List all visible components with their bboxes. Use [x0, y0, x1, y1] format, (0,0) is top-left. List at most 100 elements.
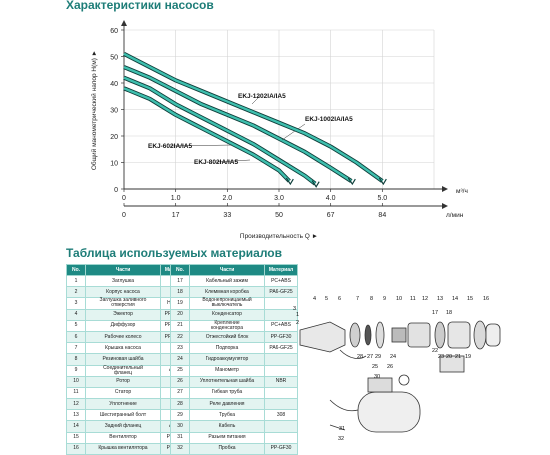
diagram-callout: 6	[338, 296, 341, 302]
pump-drawing	[299, 320, 501, 433]
x-lmin-tick-label: 17	[172, 212, 180, 219]
cell-part: Гидроаккумулятор	[189, 353, 265, 366]
table-row: 25 Манометр	[170, 364, 298, 377]
cell-no: 14	[66, 420, 86, 433]
diagram-callout: 21	[455, 354, 461, 360]
series-end-marker	[285, 177, 294, 186]
table-row: 29 Трубка 308	[170, 409, 298, 422]
table-row: 23 Подпорка PA6-GF25	[170, 342, 298, 355]
cell-part: Гибкая труба	[189, 386, 265, 400]
series-label: EKJ-802IA/IA5	[194, 159, 238, 166]
col-material-header: Материал	[264, 264, 298, 276]
cell-part: Задний фланец	[85, 420, 161, 433]
cell-part: Эжектор	[85, 308, 161, 321]
cell-no: 1	[66, 274, 86, 288]
series-label-leader	[215, 159, 251, 163]
diagram-callout: 16	[483, 296, 489, 302]
cell-no: 24	[170, 353, 190, 366]
cell-part: Заглушка заливного отверстия	[85, 297, 161, 310]
cell-part: Резиновая шайба	[85, 353, 161, 366]
x-tick-label: 1.0	[171, 195, 181, 202]
cell-no: 10	[66, 375, 86, 388]
diagram-callout: 20	[446, 354, 452, 360]
diagram-callout: 2	[296, 320, 299, 326]
table-row: 22 Отжестойкий блок PP-GF30	[170, 330, 298, 344]
x-axis-lmin-arrow	[442, 203, 448, 209]
x-tick-label: 4.0	[326, 195, 336, 202]
y-tick-label: 40	[110, 81, 118, 88]
cell-part: Подпорка	[189, 342, 265, 355]
x-tick-label: 0	[122, 195, 126, 202]
cell-no: 3	[66, 297, 86, 310]
cell-no: 31	[170, 431, 190, 444]
cell-no: 13	[66, 409, 86, 422]
cell-no: 18	[170, 286, 190, 299]
table-row: 28 Реле давления	[170, 398, 298, 411]
cell-part: Уплотнительная шайба	[189, 375, 265, 388]
cell-no: 9	[66, 364, 86, 377]
y-axis-arrow	[121, 20, 127, 26]
x-axis-arrow	[442, 186, 448, 192]
cell-no: 26	[170, 375, 190, 388]
series-label: EKJ-1002IA/IA5	[305, 116, 353, 123]
cell-no: 28	[170, 398, 190, 411]
cell-no: 27	[170, 386, 190, 400]
cell-material: PC+ABS	[264, 274, 298, 288]
x-lmin-tick-label: 50	[275, 212, 283, 219]
cell-no: 23	[170, 342, 190, 355]
cell-part: Соединительный фланец	[85, 364, 161, 377]
series-label-leader	[281, 123, 306, 141]
col-no-header: No.	[66, 264, 86, 276]
series-label-leader	[251, 95, 261, 105]
cell-no: 12	[66, 398, 86, 411]
cell-part: Шестигранный болт	[85, 409, 161, 422]
cell-no: 2	[66, 286, 86, 299]
series-label: EKJ-1202IA/IA5	[238, 93, 286, 100]
cell-no: 21	[170, 319, 190, 332]
diagram-callout: 8	[370, 296, 373, 302]
cell-part: Статор	[85, 386, 161, 400]
pump-curve-chart: 0 10 20 30 40 50 60 0 1.0 2.0 3.0 4.0 5.0 0 17 33 50 67 84…	[90, 20, 468, 240]
series-end-marker	[347, 177, 356, 186]
cell-no: 5	[66, 319, 86, 332]
cell-part: Отжестойкий блок	[189, 330, 265, 344]
cell-no: 16	[66, 442, 86, 455]
cell-no: 4	[66, 308, 86, 321]
cell-material	[264, 398, 298, 411]
y-tick-label: 30	[110, 108, 118, 115]
cell-part: Ротор	[85, 375, 161, 388]
cell-no: 15	[66, 431, 86, 444]
x-tick-label: 5.0	[377, 195, 387, 202]
col-part-header: Части	[85, 264, 161, 276]
table-row: 21 Крепление конденсатора PC+ABS	[170, 319, 298, 332]
diagram-callout: 10	[396, 296, 402, 302]
diagram-callout: 4	[313, 296, 316, 302]
diagram-callout: 17	[432, 310, 438, 316]
table-row: 24 Гидроаккумулятор	[170, 353, 298, 366]
series-label-leader	[169, 144, 233, 147]
table-row: 32 Пробка PP-GF30	[170, 442, 298, 455]
table-row: 30 Кабель	[170, 420, 298, 433]
cell-part: Конденсатор	[189, 308, 265, 321]
cell-no: 20	[170, 308, 190, 321]
series-end-marker	[378, 177, 387, 186]
table-title: Таблица используемых материалов	[66, 246, 283, 260]
y-tick-label: 60	[110, 28, 118, 35]
diagram-callout: 12	[422, 296, 428, 302]
table-row: 20 Конденсатор	[170, 308, 298, 321]
diagram-callout: 23	[438, 354, 444, 360]
diagram-callout: 1	[296, 312, 299, 318]
x-unit-m3h: м³/ч	[456, 188, 468, 195]
diagram-callout: 14	[452, 296, 458, 302]
cell-part: Уплотнение	[85, 398, 161, 411]
cell-part: Водонепроницаемый выключатель	[189, 297, 265, 310]
cell-part: Крышка вентилятора	[85, 442, 161, 455]
cell-no: 30	[170, 420, 190, 433]
series-line	[123, 87, 291, 182]
chart-title: Характеристики насосов	[66, 0, 214, 12]
diagram-callout: 7	[356, 296, 359, 302]
cell-part: Диффузор	[85, 319, 161, 332]
cell-no: 25	[170, 364, 190, 377]
cell-part: Крепление конденсатора	[189, 319, 265, 332]
x-unit-lmin: л/мин	[446, 212, 464, 219]
